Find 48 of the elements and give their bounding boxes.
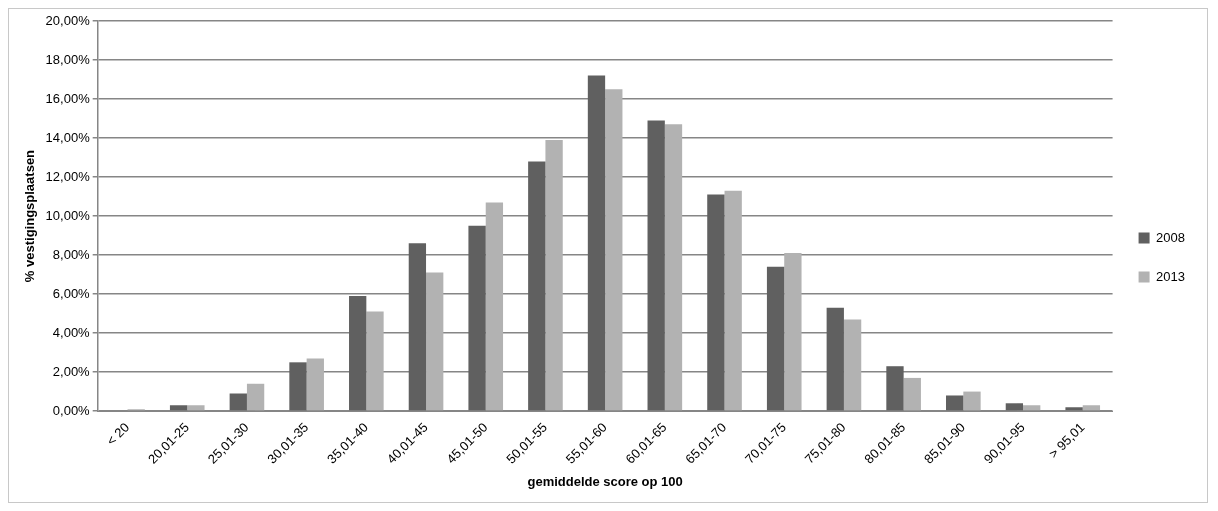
bar [289,362,307,411]
y-tick-label: 12,00% [45,168,91,184]
bar [169,405,188,411]
bar [485,202,504,411]
bar [647,120,665,411]
bar [246,383,265,411]
bar [306,358,324,411]
bar [408,243,427,411]
bar [1005,403,1024,411]
legend-label: 2013 [1156,268,1185,284]
bar [1023,405,1041,411]
bar [1065,407,1083,411]
bar [724,190,742,411]
bar [903,377,921,411]
bar [545,139,563,411]
bar [229,393,247,411]
y-tick-label: 10,00% [45,207,91,223]
x-tick-label: < 20 [103,419,133,449]
bar [946,395,964,411]
bar [528,161,546,411]
bar [349,296,367,411]
x-axis-title: gemiddelde score op 100 [527,473,683,489]
y-tick-label: 14,00% [45,129,91,145]
bar [843,319,862,411]
legend-label: 2008 [1156,229,1185,245]
y-tick-label: 18,00% [45,51,91,67]
bar [605,89,623,411]
bar [766,266,785,411]
y-tick-label: 2,00% [52,363,91,379]
bar [963,391,981,411]
bar [587,75,606,411]
bar [187,405,205,411]
bar [426,272,444,411]
bar [784,253,802,411]
y-tick-label: 16,00% [45,90,91,106]
bar [886,366,904,411]
bar [1082,405,1101,411]
y-tick-label: 4,00% [52,324,91,340]
bar [468,225,486,411]
bar [707,194,725,411]
y-tick-label: 0,00% [52,402,91,418]
y-tick-label: 20,00% [45,12,91,28]
bar [664,124,683,411]
y-tick-label: 8,00% [52,246,91,262]
y-axis-title: % vestigingsplaatsen [22,149,38,283]
y-tick-label: 6,00% [52,285,91,301]
bar [366,311,384,411]
bar [826,307,844,411]
